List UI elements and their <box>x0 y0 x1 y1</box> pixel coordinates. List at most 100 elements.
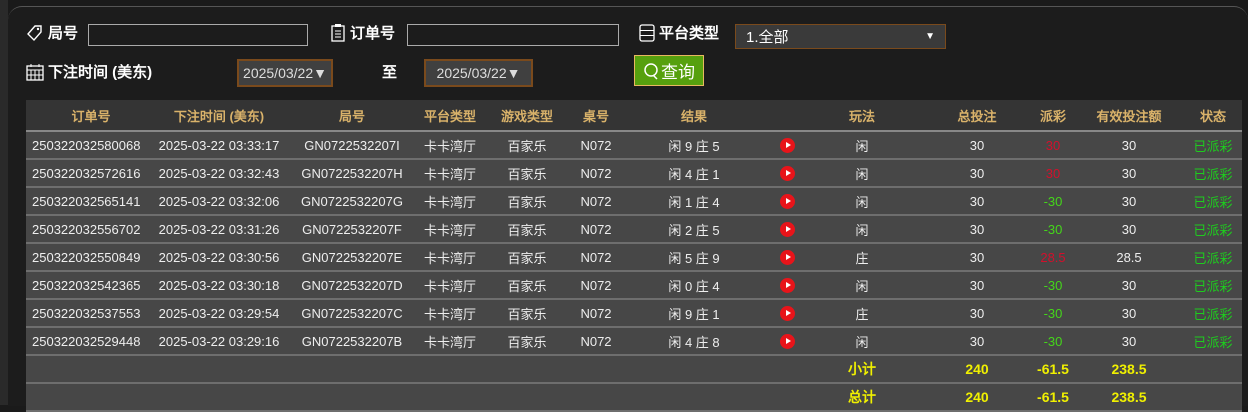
table-row[interactable]: 250322032556702 2025-03-22 03:31:26 GN0722… <box>26 215 1242 244</box>
order-label-text: 订单号 <box>350 25 396 42</box>
total-valid: 238.5 <box>1074 383 1184 412</box>
table-row[interactable]: 250322032529448 2025-03-22 03:29:16 GN0722… <box>26 327 1242 356</box>
table-row[interactable]: 250322032572616 2025-03-22 03:32:43 GN0722… <box>26 159 1242 188</box>
cell-play: 庄 <box>802 299 922 328</box>
cell-payout: 28.5 <box>1032 243 1074 272</box>
cell-play: 庄 <box>802 243 922 272</box>
cell-table: N072 <box>576 327 616 356</box>
date-to-picker[interactable]: 2025/03/22▼ <box>424 59 533 87</box>
cell-play: 闲 <box>802 215 922 244</box>
cell-table: N072 <box>576 243 616 272</box>
play-video-icon[interactable] <box>779 250 795 266</box>
search-button[interactable]: 查询 <box>634 55 704 86</box>
cell-game: 百家乐 <box>478 187 576 216</box>
cell-result: 闲 1 庄 4 <box>616 187 772 216</box>
cell-table: N072 <box>576 131 616 160</box>
platform-select[interactable]: 1.全部 ▼ <box>735 24 946 49</box>
search-icon <box>644 62 658 80</box>
order-label: 订单号 <box>330 22 395 43</box>
clipboard-icon <box>331 23 345 42</box>
cell-game: 百家乐 <box>478 327 576 356</box>
column-header: 桌号 <box>576 100 616 132</box>
cell-platform: 卡卡湾厅 <box>422 131 478 160</box>
cell-play: 闲 <box>802 327 922 356</box>
cell-status: 已派彩 <box>1184 159 1242 188</box>
cell-time: 2025-03-22 03:33:17 <box>156 131 282 160</box>
column-header: 有效投注额 <box>1074 100 1184 132</box>
play-video-icon[interactable] <box>779 278 795 294</box>
column-header: 游戏类型 <box>478 100 576 132</box>
cell-time: 2025-03-22 03:32:06 <box>156 187 282 216</box>
cell-round: GN0722532207B <box>282 327 422 356</box>
video-replay-cell <box>772 187 802 216</box>
empty-cell <box>26 355 802 384</box>
cell-valid: 30 <box>1074 187 1184 216</box>
table-row[interactable]: 250322032550849 2025-03-22 03:30:56 GN0722… <box>26 243 1242 272</box>
cell-result: 闲 5 庄 9 <box>616 243 772 272</box>
column-header <box>772 100 802 132</box>
play-video-icon[interactable] <box>779 306 795 322</box>
table-header: 订单号 下注时间 (美东) 局号 平台类型 游戏类型 桌号 结果 玩法 总投注 派彩 有效投注额 状态 <box>26 100 1242 132</box>
cell-game: 百家乐 <box>478 271 576 300</box>
cell-play: 闲 <box>802 187 922 216</box>
cell-result: 闲 9 庄 5 <box>616 131 772 160</box>
video-replay-cell <box>772 327 802 356</box>
play-video-icon[interactable] <box>779 222 795 238</box>
cell-order: 250322032550849 <box>26 243 156 272</box>
video-replay-cell <box>772 299 802 328</box>
column-header: 派彩 <box>1032 100 1074 132</box>
table-row[interactable]: 250322032537553 2025-03-22 03:29:54 GN0722… <box>26 299 1242 328</box>
cell-order: 250322032529448 <box>26 327 156 356</box>
table-row[interactable]: 250322032565141 2025-03-22 03:32:06 GN0722… <box>26 187 1242 216</box>
column-header: 平台类型 <box>422 100 478 132</box>
cell-bet: 30 <box>922 187 1032 216</box>
column-header: 总投注 <box>922 100 1032 132</box>
cell-valid: 30 <box>1074 327 1184 356</box>
play-video-icon[interactable] <box>779 334 795 350</box>
cell-result: 闲 2 庄 5 <box>616 215 772 244</box>
order-input[interactable] <box>407 24 619 46</box>
cell-payout: 30 <box>1032 159 1074 188</box>
cell-valid: 30 <box>1074 299 1184 328</box>
cell-bet: 30 <box>922 299 1032 328</box>
cell-valid: 30 <box>1074 215 1184 244</box>
cell-game: 百家乐 <box>478 243 576 272</box>
server-icon <box>639 23 655 42</box>
cell-table: N072 <box>576 187 616 216</box>
cell-round: GN0722532207E <box>282 243 422 272</box>
cell-order: 250322032565141 <box>26 187 156 216</box>
cell-table: N072 <box>576 299 616 328</box>
round-label: 局号 <box>26 22 78 43</box>
cell-bet: 30 <box>922 131 1032 160</box>
calendar-icon <box>26 63 44 81</box>
subtotal-bet: 240 <box>922 355 1032 384</box>
cell-platform: 卡卡湾厅 <box>422 243 478 272</box>
cell-platform: 卡卡湾厅 <box>422 327 478 356</box>
cell-order: 250322032542365 <box>26 271 156 300</box>
cell-round: GN0722532207D <box>282 271 422 300</box>
cell-status: 已派彩 <box>1184 299 1242 328</box>
cell-round: GN0722532207H <box>282 159 422 188</box>
subtotal-row: 小计 240 -61.5 238.5 <box>26 355 1242 384</box>
cell-time: 2025-03-22 03:30:18 <box>156 271 282 300</box>
video-replay-cell <box>772 131 802 160</box>
play-video-icon[interactable] <box>779 166 795 182</box>
cell-platform: 卡卡湾厅 <box>422 271 478 300</box>
time-label: 下注时间 (美东) <box>26 61 152 82</box>
video-replay-cell <box>772 215 802 244</box>
cell-platform: 卡卡湾厅 <box>422 187 478 216</box>
subtotal-payout: -61.5 <box>1032 355 1074 384</box>
tag-icon <box>27 24 42 41</box>
cell-payout: -30 <box>1032 299 1074 328</box>
table-row[interactable]: 250322032580068 2025-03-22 03:33:17 GN0722… <box>26 131 1242 160</box>
round-input[interactable] <box>88 24 308 46</box>
column-header: 结果 <box>616 100 772 132</box>
date-from-picker[interactable]: 2025/03/22▼ <box>237 59 333 87</box>
cell-round: GN0722532207G <box>282 187 422 216</box>
play-video-icon[interactable] <box>779 138 795 154</box>
play-video-icon[interactable] <box>779 194 795 210</box>
table-row[interactable]: 250322032542365 2025-03-22 03:30:18 GN0722… <box>26 271 1242 300</box>
video-replay-cell <box>772 271 802 300</box>
column-header: 玩法 <box>802 100 922 132</box>
column-header: 下注时间 (美东) <box>156 100 282 132</box>
